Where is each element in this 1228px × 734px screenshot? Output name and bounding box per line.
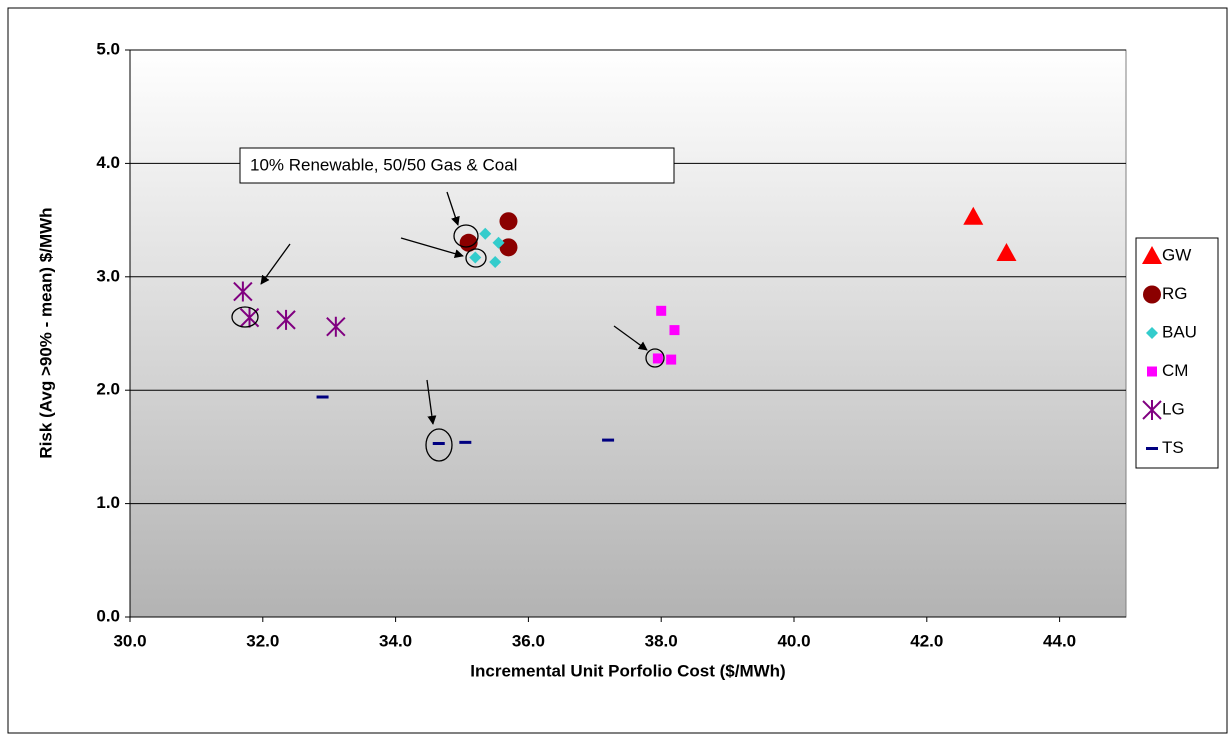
- point: [1142, 400, 1162, 420]
- x-tick-label: 32.0: [246, 631, 279, 650]
- point: [996, 242, 1017, 261]
- point: [1142, 246, 1162, 264]
- legend-entry: RG: [1143, 284, 1188, 304]
- point: [1146, 447, 1158, 450]
- x-tick-label: 30.0: [113, 631, 146, 650]
- point: [602, 438, 615, 442]
- y-tick-label: 0.0: [96, 606, 120, 625]
- y-axis-title: Risk (Avg >90% - mean) $/MWh: [36, 207, 55, 458]
- legend-label: LG: [1162, 399, 1185, 418]
- y-tick-label: 3.0: [96, 266, 120, 285]
- point: [652, 353, 663, 364]
- point: [499, 212, 518, 231]
- y-tick-label: 2.0: [96, 380, 120, 399]
- annotation-highlights: [231, 191, 665, 462]
- point: [666, 354, 677, 365]
- point: [276, 309, 296, 330]
- legend-label: RG: [1162, 284, 1188, 303]
- legend-label: CM: [1162, 361, 1188, 380]
- plot-area: [129, 49, 1127, 618]
- x-tick-label: 40.0: [777, 631, 810, 650]
- x-tick-label: 34.0: [379, 631, 412, 650]
- x-tick-label: 38.0: [645, 631, 678, 650]
- point: [469, 251, 482, 264]
- legend-label: TS: [1162, 438, 1184, 457]
- legend-label: BAU: [1162, 322, 1197, 341]
- point: [1147, 366, 1157, 377]
- point: [1146, 327, 1158, 339]
- legend-entry: CM: [1147, 361, 1188, 380]
- point: [459, 440, 472, 444]
- point: [489, 256, 502, 269]
- point: [326, 316, 346, 337]
- point: [432, 441, 445, 445]
- y-tick-label: 5.0: [96, 39, 120, 58]
- x-axis-title: Incremental Unit Porfolio Cost ($/MWh): [470, 661, 785, 680]
- point: [492, 236, 505, 249]
- y-tick-label: 4.0: [96, 153, 120, 172]
- point: [233, 281, 253, 302]
- annotation-box: [239, 147, 675, 184]
- point: [316, 395, 329, 399]
- legend-entry: TS: [1146, 438, 1184, 457]
- x-tick-label: 36.0: [512, 631, 545, 650]
- point: [656, 305, 667, 316]
- legend-entry: LG: [1142, 399, 1185, 420]
- point: [479, 227, 492, 240]
- legend: [1135, 237, 1219, 469]
- y-tick-label: 1.0: [96, 493, 120, 512]
- legend-entry: GW: [1142, 245, 1191, 264]
- point: [669, 325, 680, 336]
- x-tick-label: 42.0: [910, 631, 943, 650]
- point: [963, 206, 984, 225]
- annotation: 10% Renewable, 50/50 Gas & Coal: [250, 155, 517, 174]
- legend-label: GW: [1162, 245, 1191, 264]
- legend-entry: BAU: [1146, 322, 1197, 341]
- x-tick-label: 44.0: [1043, 631, 1076, 650]
- point: [1143, 285, 1161, 304]
